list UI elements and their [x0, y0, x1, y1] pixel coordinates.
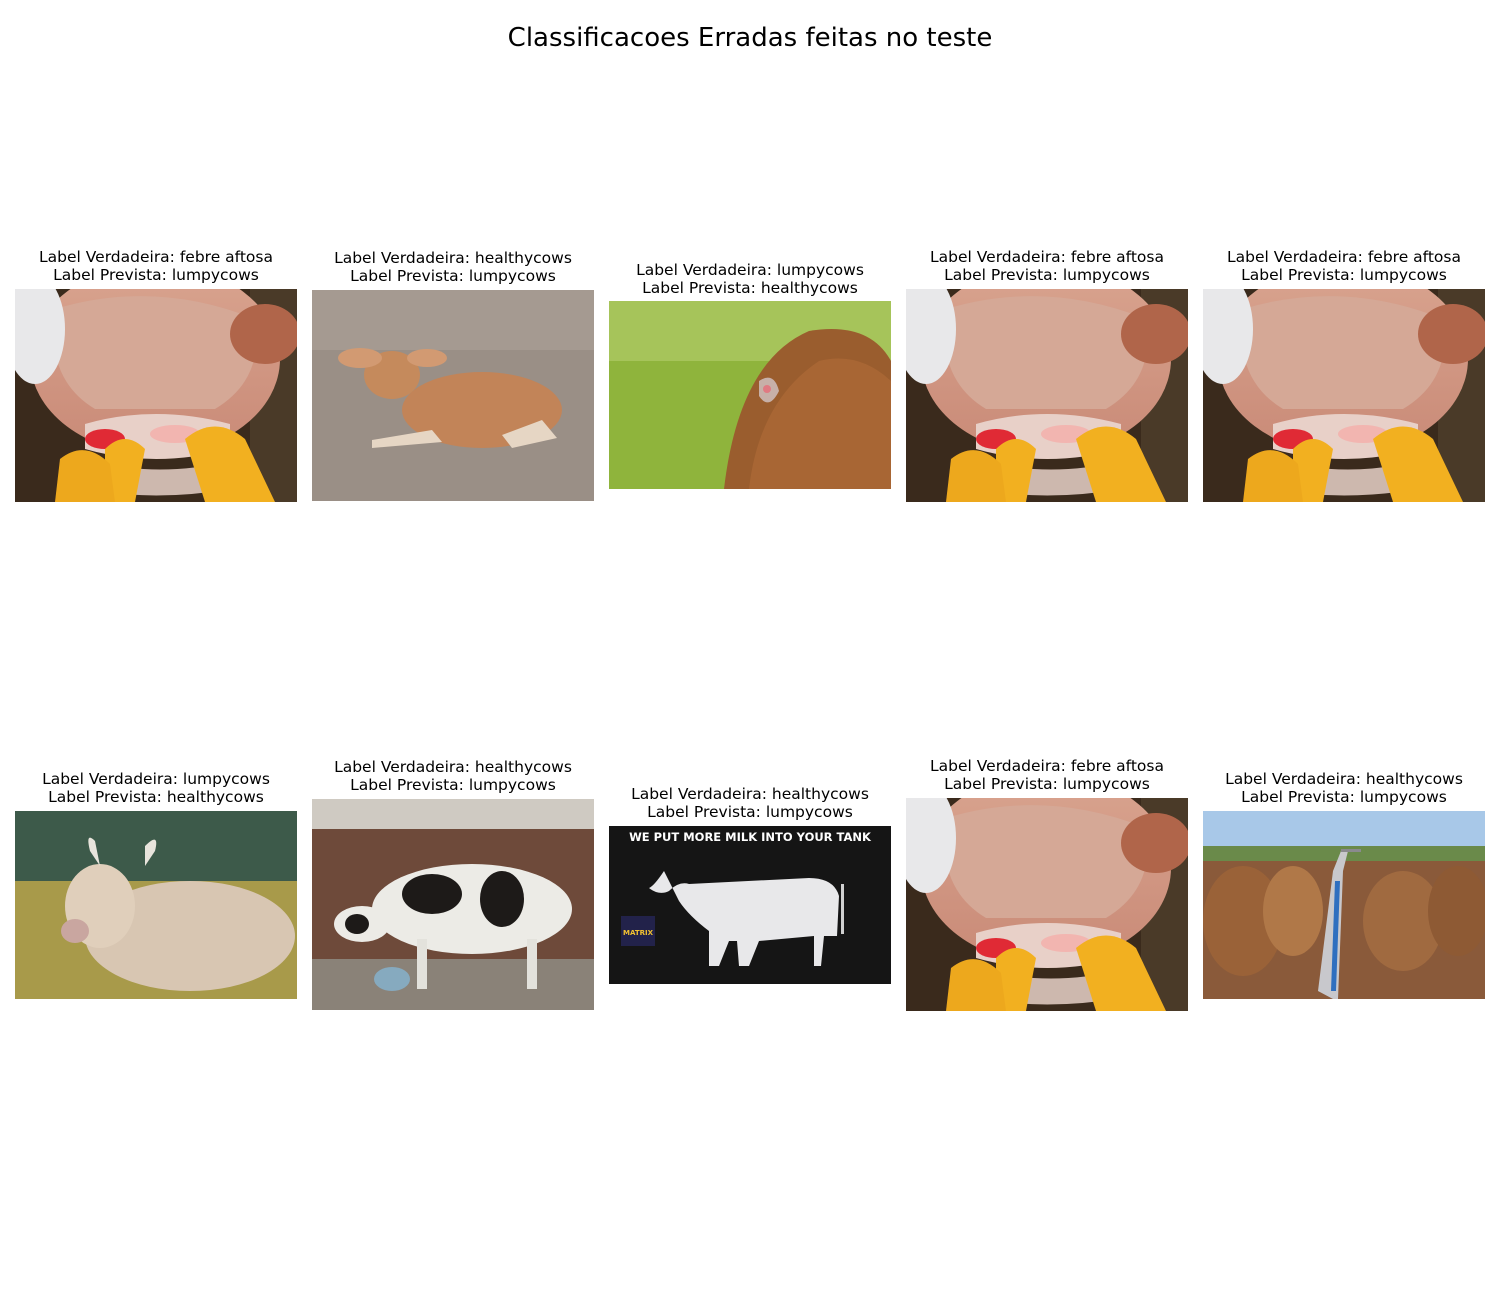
true-label: Label Verdadeira: healthycows: [1225, 770, 1463, 788]
panel-caption: Label Verdadeira: lumpycows Label Previs…: [589, 261, 911, 297]
panel-caption: Label Verdadeira: healthycows Label Prev…: [589, 785, 911, 821]
predicted-label: Label Prevista: lumpycows: [944, 265, 1150, 284]
panel-caption: Label Verdadeira: febre aftosa Label Pre…: [886, 757, 1208, 793]
panel-caption: Label Verdadeira: healthycows Label Prev…: [292, 758, 614, 794]
panel-caption: Label Verdadeira: healthycows Label Prev…: [1183, 770, 1500, 806]
panel-caption: Label Verdadeira: lumpycows Label Previs…: [0, 770, 317, 806]
predicted-label: Label Prevista: lumpycows: [350, 266, 556, 285]
cow-mouth-lesion-image: cow-mouth-lesion: [15, 289, 297, 502]
predicted-label: Label Prevista: lumpycows: [350, 775, 556, 794]
true-label: Label Verdadeira: febre aftosa: [39, 248, 273, 266]
true-label: Label Verdadeira: healthycows: [334, 249, 572, 267]
true-label: Label Verdadeira: febre aftosa: [1227, 248, 1461, 266]
cow-mouth-lesion-image: cow-mouth-lesion: [906, 289, 1188, 502]
panel-caption: Label Verdadeira: healthycows Label Prev…: [292, 249, 614, 285]
holstein-cow-image: holstein-cow-in-stall: [312, 799, 594, 1010]
predicted-label: Label Prevista: lumpycows: [1241, 787, 1447, 806]
calf-lying-image: calf-lying-on-dirt: [312, 290, 594, 501]
predicted-label: Label Prevista: lumpycows: [944, 774, 1150, 793]
predicted-label: Label Prevista: healthycows: [48, 787, 264, 806]
predicted-label: Label Prevista: lumpycows: [1241, 265, 1447, 284]
matrix-logo: MATRIX: [623, 929, 654, 937]
true-label: Label Verdadeira: febre aftosa: [930, 757, 1164, 775]
predicted-label: Label Prevista: lumpycows: [647, 802, 853, 821]
true-label: Label Verdadeira: healthycows: [334, 758, 572, 776]
cow-mouth-lesion-image: cow-mouth-lesion: [906, 798, 1188, 1011]
true-label: Label Verdadeira: febre aftosa: [930, 248, 1164, 266]
true-label: Label Verdadeira: healthycows: [631, 785, 869, 803]
predicted-label: Label Prevista: healthycows: [642, 278, 858, 297]
herd-milking-yard-image: herd-at-milking-yard: [1203, 811, 1485, 999]
cow-mouth-lesion-image: cow-mouth-lesion: [1203, 289, 1485, 502]
predicted-label: Label Prevista: lumpycows: [53, 265, 259, 284]
panel-caption: Label Verdadeira: febre aftosa Label Pre…: [0, 248, 317, 284]
true-label: Label Verdadeira: lumpycows: [636, 261, 864, 279]
ad-banner-text: WE PUT MORE MILK INTO YOUR TANK: [629, 830, 872, 844]
cow-back-lesion-image: cow-back-skin-lesion: [609, 301, 891, 489]
milk-tank-ad-image: white-cow-model-ad WE PUT MORE MILK INTO…: [609, 826, 891, 984]
true-label: Label Verdadeira: lumpycows: [42, 770, 270, 788]
figure-title: Classificacoes Erradas feitas no teste: [507, 23, 993, 53]
cow-meadow-image: cow-lying-in-meadow: [15, 811, 297, 999]
panel-caption: Label Verdadeira: febre aftosa Label Pre…: [886, 248, 1208, 284]
panel-caption: Label Verdadeira: febre aftosa Label Pre…: [1183, 248, 1500, 284]
